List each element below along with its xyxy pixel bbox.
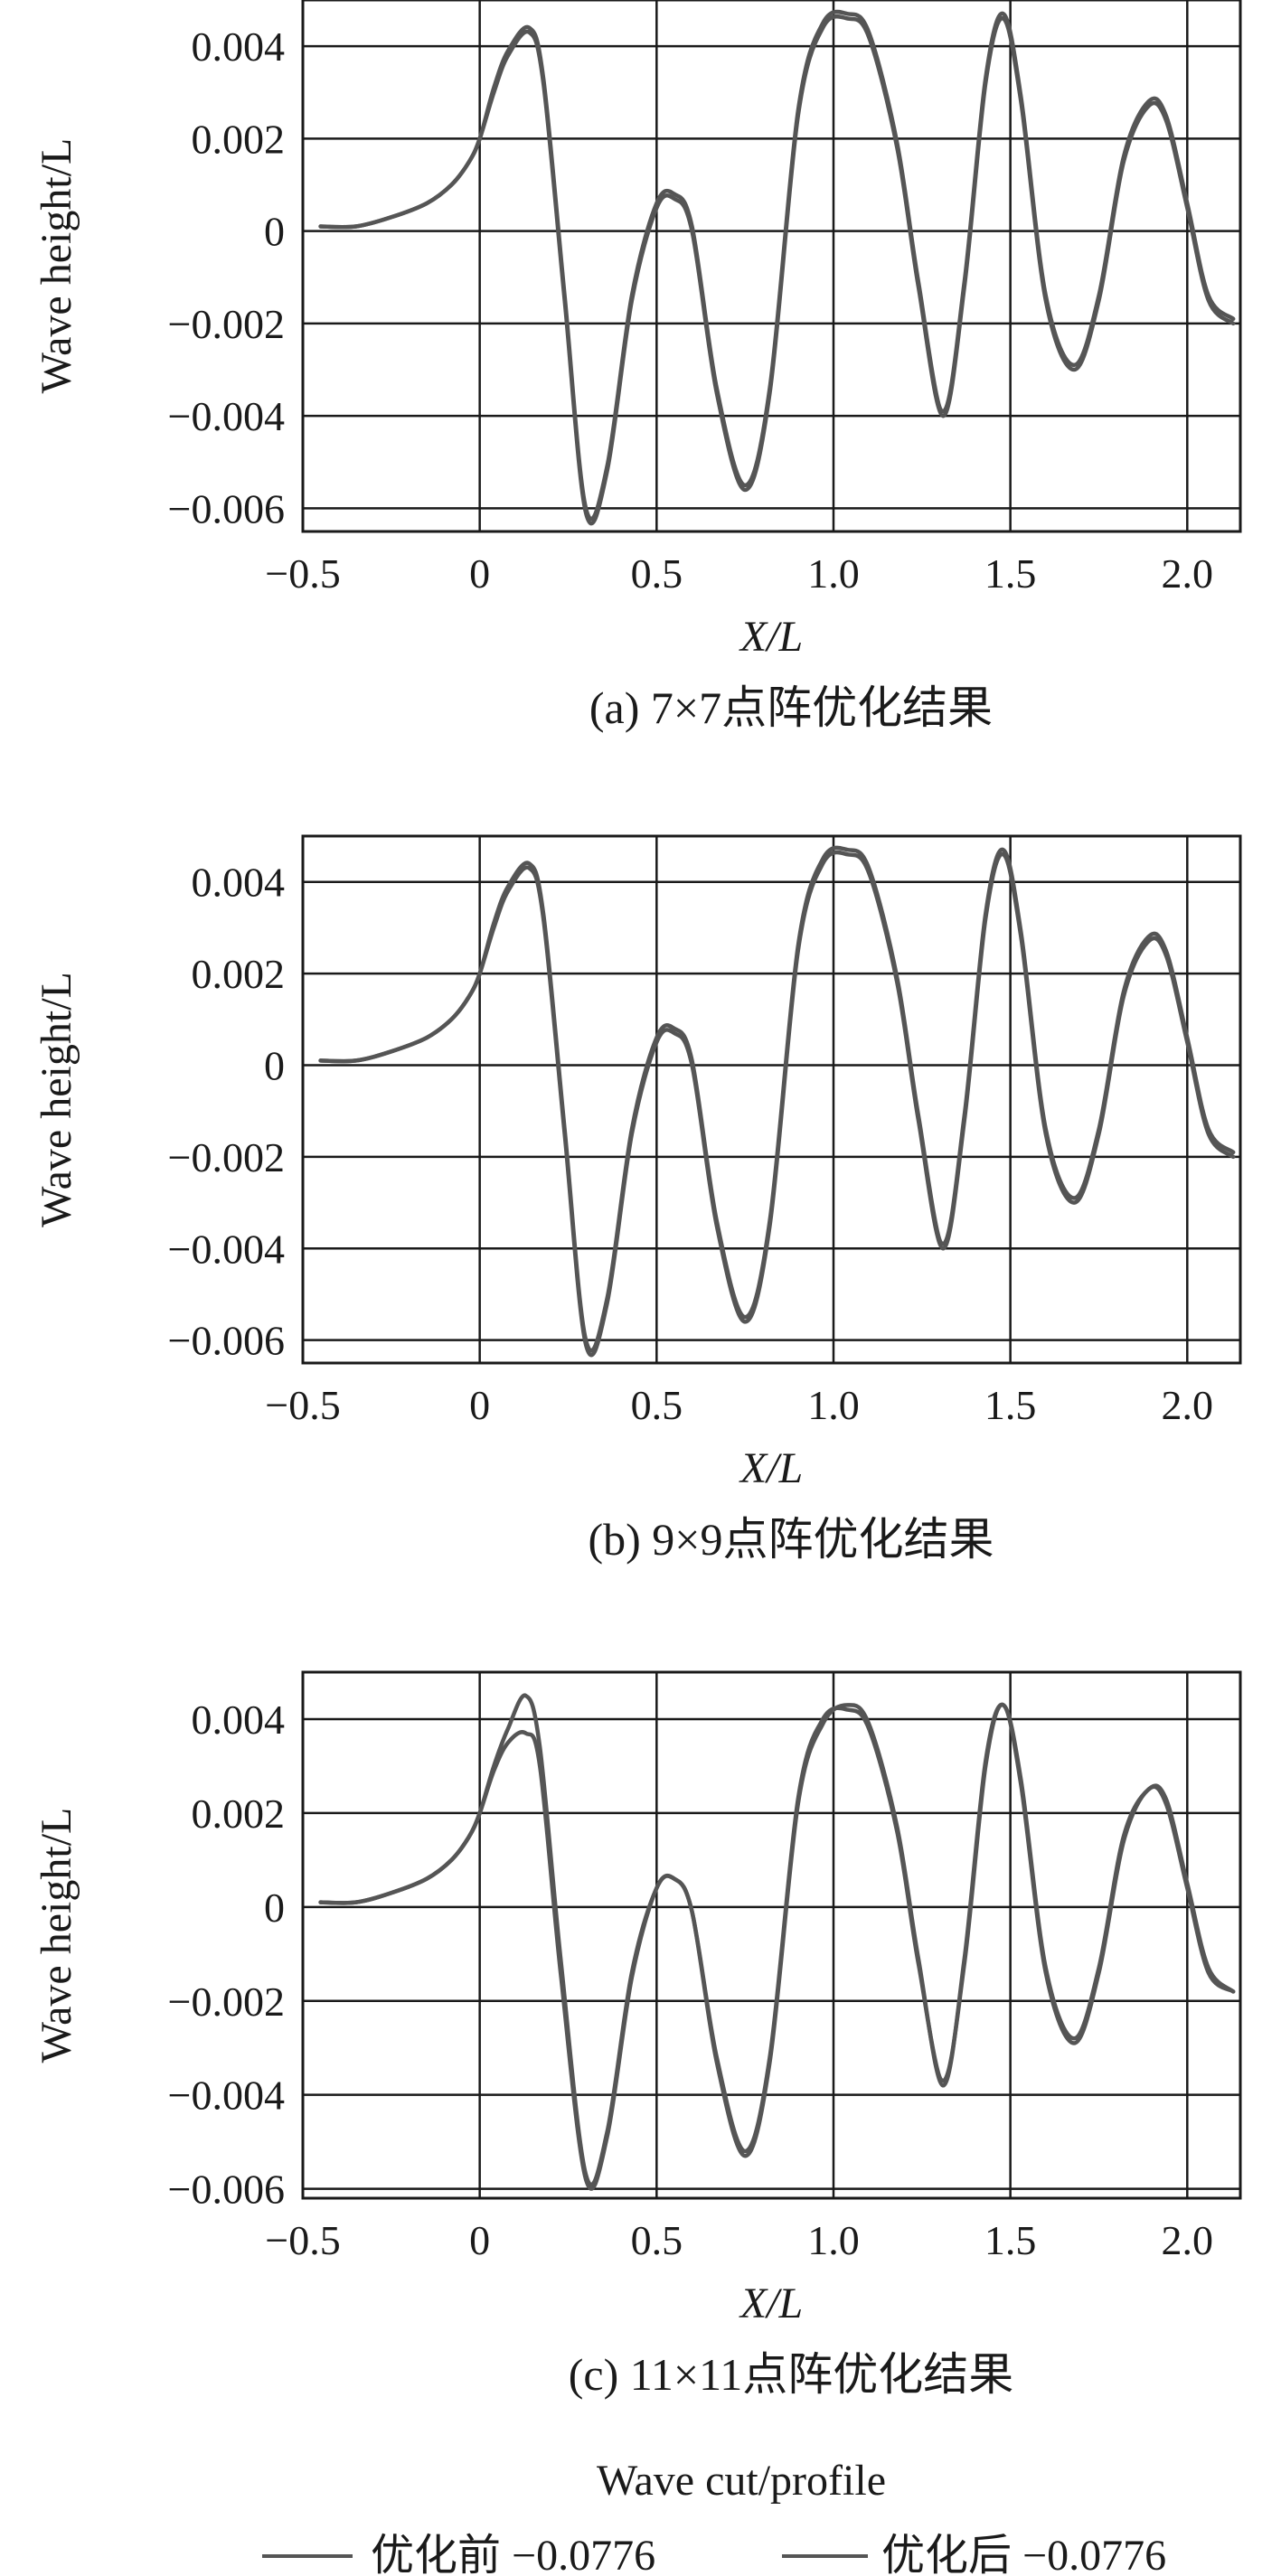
chart-panel-1: −0.5 0 0.5 1.0 1.5 2.0 0.004 0.002 0 −0.002 −0.004…: [33, 0, 1242, 733]
y-tick-label: −0.004: [168, 1226, 285, 1272]
panel-caption: (c) 11×11点阵优化结果: [569, 2349, 1013, 2400]
x-tick-label: −0.5: [265, 550, 340, 597]
x-tick-label: −0.5: [265, 2217, 340, 2263]
x-tick-label: 1.5: [984, 2217, 1037, 2263]
x-axis-label: X/L: [739, 613, 803, 661]
x-tick-label: 1.0: [807, 2217, 860, 2263]
x-tick-label: 1.5: [984, 550, 1037, 597]
y-tick-label: −0.006: [168, 485, 285, 531]
series-line-before: [318, 850, 1236, 1358]
y-axis-label: Wave height/L: [33, 1808, 80, 2064]
y-tick-label: 0.002: [192, 1791, 286, 1837]
x-tick-label: 0.5: [631, 1382, 683, 1428]
x-tick-label: 0: [469, 550, 490, 597]
chart-panel-3: −0.5 0 0.5 1.0 1.5 2.0 0.004 0.002 0 −0.002 −0.004…: [33, 1670, 1242, 2400]
legend-item-before: 优化前 −0.0776: [371, 2532, 655, 2576]
series-line-after: [318, 845, 1236, 1353]
x-tick-label: 0.5: [631, 550, 683, 597]
x-tick-label: 0: [469, 1382, 490, 1428]
x-axis-label: X/L: [739, 2280, 803, 2327]
y-tick-label: 0: [264, 1885, 285, 1931]
y-tick-label: 0.002: [192, 116, 286, 162]
x-axis-label: X/L: [739, 1444, 803, 1492]
series-line-after: [318, 9, 1236, 522]
y-tick-label: 0.004: [192, 24, 286, 70]
y-axis-label: Wave height/L: [33, 972, 80, 1227]
series-line-after: [318, 1702, 1236, 2191]
plot-frame: [301, 1670, 1242, 2200]
y-tick-label: −0.004: [168, 2073, 285, 2119]
x-tick-label: 1.5: [984, 1382, 1037, 1428]
y-tick-label: −0.002: [168, 1979, 285, 2025]
y-tick-label: −0.002: [168, 1134, 285, 1180]
legend: Wave cut/profile 优化前 −0.0776 优化后 −0.0776: [262, 2457, 1166, 2576]
x-tick-label: 0: [469, 2217, 490, 2263]
y-tick-label: 0.004: [192, 1697, 286, 1743]
chart-panels: −0.5 0 0.5 1.0 1.5 2.0 0.004 0.002 0 −0.002 −0.004…: [33, 0, 1242, 2400]
chart-panel-2: −0.5 0 0.5 1.0 1.5 2.0 0.004 0.002 0 −0.002 −0.004…: [33, 834, 1242, 1565]
x-tick-label: 2.0: [1162, 2217, 1214, 2263]
y-tick-label: −0.006: [168, 1318, 285, 1364]
y-tick-label: 0.004: [192, 860, 286, 906]
series-line-before: [318, 1693, 1236, 2187]
panel-caption: (b) 9×9点阵优化结果: [589, 1514, 994, 1565]
y-tick-label: −0.002: [168, 301, 285, 347]
x-tick-label: 0.5: [631, 2217, 683, 2263]
legend-item-after: 优化后 −0.0776: [881, 2532, 1166, 2576]
plot-frame: [301, 0, 1242, 533]
series-line-before: [318, 14, 1236, 526]
y-tick-label: −0.006: [168, 2167, 285, 2213]
x-tick-label: 1.0: [807, 550, 860, 597]
plot-frame: [301, 834, 1242, 1365]
x-tick-label: 2.0: [1162, 550, 1214, 597]
x-tick-label: 1.0: [807, 1382, 860, 1428]
x-tick-label: 2.0: [1162, 1382, 1214, 1428]
panel-caption: (a) 7×7点阵优化结果: [589, 682, 993, 733]
legend-title: Wave cut/profile: [597, 2457, 886, 2505]
y-axis-label: Wave height/L: [33, 138, 80, 394]
y-tick-label: 0.002: [192, 951, 286, 997]
x-tick-label: −0.5: [265, 1382, 340, 1428]
y-tick-label: −0.004: [168, 393, 285, 439]
y-tick-label: 0: [264, 209, 285, 255]
y-tick-label: 0: [264, 1042, 285, 1088]
